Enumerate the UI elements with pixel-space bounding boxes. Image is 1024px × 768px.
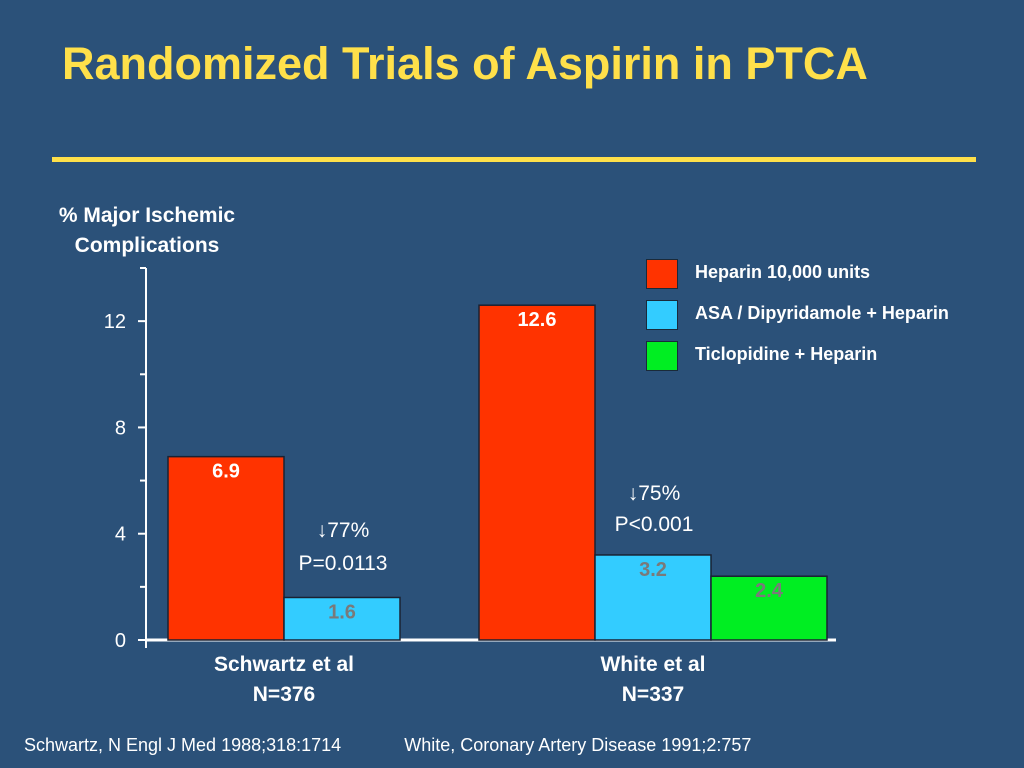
- y-tick-label: 4: [115, 524, 126, 546]
- annotation-pvalue: P=0.0113: [299, 552, 388, 575]
- annotation-reduction: ↓77%: [317, 519, 370, 542]
- title-underline: [52, 157, 976, 162]
- legend-swatch-ticlopidine: [646, 341, 678, 371]
- annotation-pvalue: P<0.001: [615, 513, 694, 536]
- x-tick-label: Schwartz et al: [214, 653, 354, 676]
- citation-schwartz: Schwartz, N Engl J Med 1988;318:1714: [24, 735, 342, 755]
- legend-label-asa: ASA / Dipyridamole + Heparin: [695, 303, 949, 323]
- data-label: 3.2: [639, 559, 667, 581]
- y-tick-label: 8: [115, 417, 126, 439]
- bar-heparin-1: [478, 304, 596, 641]
- data-label: 12.6: [518, 309, 557, 331]
- y-axis-label: % Major Ischemic Complications: [58, 204, 236, 257]
- y-tick-label: 12: [104, 311, 126, 333]
- data-label: 6.9: [212, 461, 240, 483]
- legend-swatch-heparin: [646, 259, 678, 289]
- legend-label-heparin: Heparin 10,000 units: [695, 262, 871, 282]
- annotation-reduction: ↓75%: [628, 482, 681, 505]
- slide-title: Randomized Trials of Aspirin in PTCA: [62, 38, 868, 89]
- data-label: 2.4: [755, 580, 784, 602]
- data-label: 1.6: [328, 601, 356, 623]
- y-tick-label: 0: [115, 630, 126, 652]
- x-tick-sublabel: N=337: [622, 683, 684, 706]
- legend-swatch-asa: [646, 300, 678, 330]
- citation-white: White, Coronary Artery Disease 1991;2:75…: [404, 735, 752, 755]
- legend-label-ticlopidine: Ticlopidine + Heparin: [695, 344, 878, 364]
- x-tick-label: White et al: [600, 653, 705, 676]
- x-tick-sublabel: N=376: [253, 683, 315, 706]
- bar-heparin-0: [167, 455, 285, 641]
- bar-asa-0: [283, 596, 401, 641]
- bar-ticlopidine-1: [710, 575, 828, 641]
- citations: Schwartz, N Engl J Med 1988;318:1714 Whi…: [24, 735, 751, 756]
